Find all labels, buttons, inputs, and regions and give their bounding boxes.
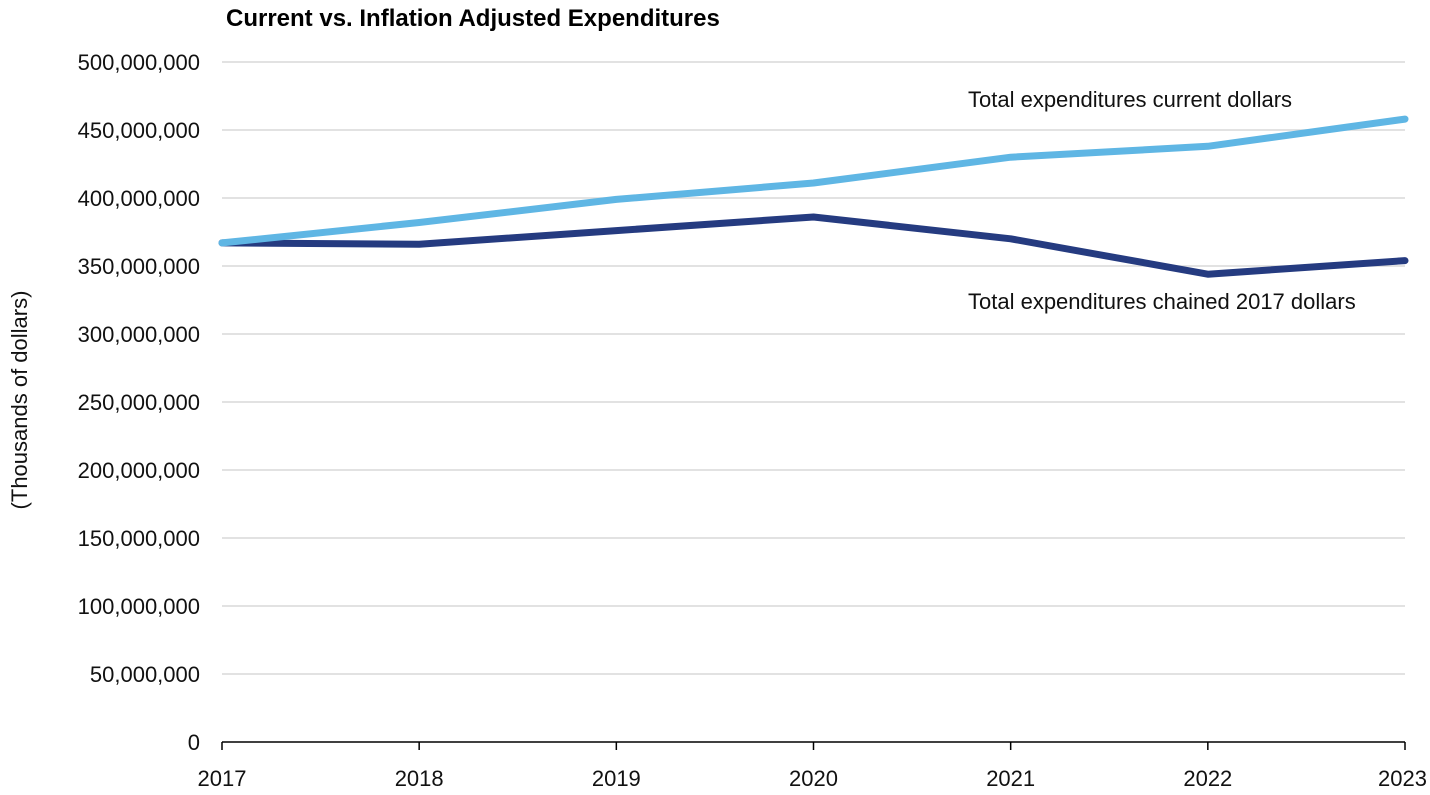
series-line-chained-dollars (218, 213, 1409, 278)
x-tick-label: 2019 (592, 766, 641, 791)
series-label-current-dollars: Total expenditures current dollars (968, 87, 1292, 112)
x-tick-label: 2021 (986, 766, 1035, 791)
x-tick-label: 2018 (395, 766, 444, 791)
y-tick-label: 0 (188, 730, 200, 755)
axes: 0 50,000,000 100,000,000 150,000,000 200,000… (78, 50, 1427, 791)
y-tick-label: 50,000,000 (90, 662, 200, 687)
x-tick-label: 2017 (198, 766, 247, 791)
y-tick-label: 400,000,000 (78, 186, 200, 211)
y-tick-label: 500,000,000 (78, 50, 200, 75)
x-tick-label: 2022 (1183, 766, 1232, 791)
y-axis-title: (Thousands of dollars) (7, 291, 32, 510)
y-tick-label: 300,000,000 (78, 322, 200, 347)
x-tick-label: 2020 (789, 766, 838, 791)
series-line-current-dollars (218, 115, 1409, 247)
y-tick-label: 200,000,000 (78, 458, 200, 483)
series-label-chained-dollars: Total expenditures chained 2017 dollars (968, 289, 1356, 314)
y-tick-label: 350,000,000 (78, 254, 200, 279)
x-tick-label: 2023 (1378, 766, 1427, 791)
gridlines (222, 61, 1405, 675)
y-tick-label: 100,000,000 (78, 594, 200, 619)
series-lines (218, 115, 1409, 278)
y-tick-label: 450,000,000 (78, 118, 200, 143)
chart-title: Current vs. Inflation Adjusted Expenditu… (226, 5, 720, 32)
y-tick-label: 250,000,000 (78, 390, 200, 415)
y-tick-label: 150,000,000 (78, 526, 200, 551)
